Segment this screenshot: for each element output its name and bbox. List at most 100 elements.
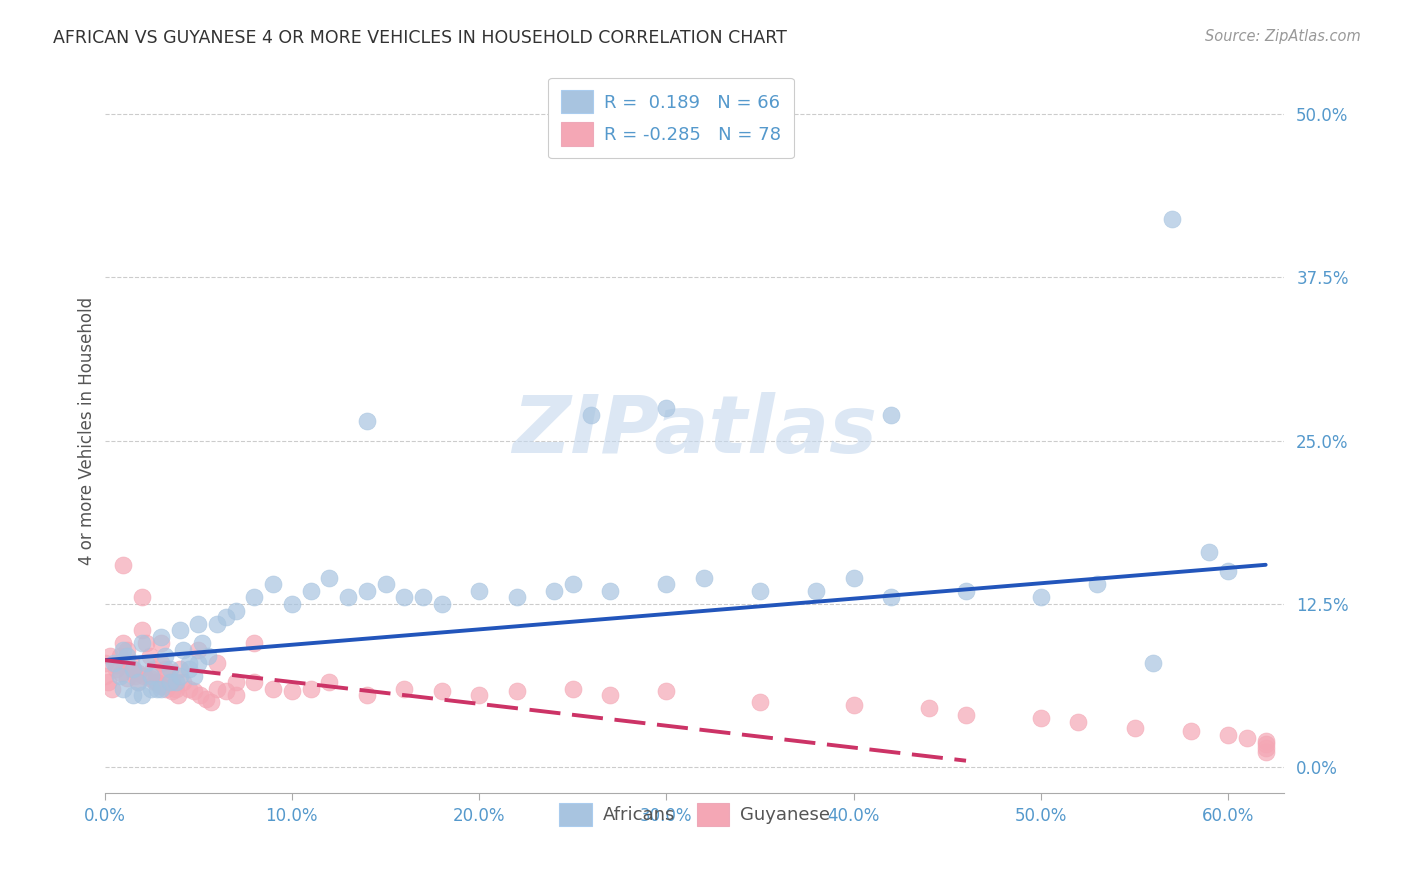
Point: [655, 684, 678, 698]
Point: [149, 656, 172, 670]
Point: [1067, 714, 1090, 729]
Point: [172, 642, 194, 657]
Point: [205, 616, 228, 631]
Point: [121, 662, 143, 676]
Point: [146, 675, 169, 690]
Point: [172, 675, 194, 690]
Point: [505, 591, 527, 605]
Point: [281, 684, 304, 698]
Point: [749, 583, 772, 598]
Point: [149, 630, 172, 644]
Point: [318, 675, 340, 690]
Point: [842, 571, 865, 585]
Point: [108, 669, 131, 683]
Point: [187, 656, 209, 670]
Point: [108, 649, 131, 664]
Point: [98, 649, 121, 664]
Point: [191, 636, 214, 650]
Point: [599, 689, 621, 703]
Point: [93, 669, 115, 683]
Point: [177, 656, 200, 670]
Point: [165, 681, 187, 696]
Point: [599, 583, 621, 598]
Point: [169, 669, 191, 683]
Point: [430, 597, 453, 611]
Point: [143, 675, 166, 690]
Point: [121, 662, 143, 676]
Point: [135, 636, 157, 650]
Point: [110, 666, 132, 681]
Point: [127, 675, 149, 690]
Point: [655, 577, 678, 591]
Point: [141, 681, 163, 696]
Point: [243, 636, 266, 650]
Point: [1085, 577, 1108, 591]
Point: [1198, 545, 1220, 559]
Point: [194, 692, 217, 706]
Point: [112, 642, 135, 657]
Point: [183, 669, 205, 683]
Point: [215, 610, 238, 624]
Point: [160, 684, 183, 698]
Text: ZIPatlas: ZIPatlas: [512, 392, 877, 470]
Point: [138, 649, 160, 664]
Point: [127, 675, 149, 690]
Point: [146, 681, 169, 696]
Point: [177, 662, 200, 676]
Point: [225, 603, 247, 617]
Point: [430, 684, 453, 698]
Point: [1142, 656, 1164, 670]
Point: [1218, 728, 1240, 742]
Point: [955, 583, 977, 598]
Point: [356, 583, 378, 598]
Point: [132, 669, 155, 683]
Point: [103, 656, 125, 670]
Point: [159, 662, 181, 676]
Point: [955, 708, 977, 723]
Point: [262, 577, 284, 591]
Point: [337, 591, 360, 605]
Point: [299, 583, 322, 598]
Point: [205, 656, 228, 670]
Point: [1029, 591, 1052, 605]
Point: [160, 675, 183, 690]
Point: [225, 675, 247, 690]
Text: AFRICAN VS GUYANESE 4 OR MORE VEHICLES IN HOUSEHOLD CORRELATION CHART: AFRICAN VS GUYANESE 4 OR MORE VEHICLES I…: [53, 29, 787, 46]
Point: [356, 414, 378, 428]
Point: [1254, 745, 1277, 759]
Point: [131, 689, 153, 703]
Point: [693, 571, 716, 585]
Point: [561, 681, 583, 696]
Point: [1218, 565, 1240, 579]
Point: [412, 591, 434, 605]
Point: [200, 695, 222, 709]
Point: [318, 571, 340, 585]
Point: [159, 675, 181, 690]
Point: [1254, 740, 1277, 755]
Point: [183, 684, 205, 698]
Legend: Africans, Guyanese: Africans, Guyanese: [550, 794, 839, 835]
Point: [104, 662, 127, 676]
Point: [138, 672, 160, 686]
Point: [153, 649, 176, 664]
Point: [394, 681, 416, 696]
Point: [1254, 737, 1277, 751]
Point: [356, 689, 378, 703]
Point: [157, 669, 180, 683]
Point: [468, 583, 491, 598]
Y-axis label: 4 or more Vehicles in Household: 4 or more Vehicles in Household: [79, 297, 96, 565]
Point: [225, 689, 247, 703]
Point: [1236, 731, 1258, 746]
Point: [121, 689, 143, 703]
Point: [153, 662, 176, 676]
Point: [169, 662, 191, 676]
Point: [177, 681, 200, 696]
Point: [581, 408, 603, 422]
Point: [655, 401, 678, 415]
Point: [142, 662, 165, 676]
Point: [166, 689, 188, 703]
Point: [112, 681, 135, 696]
Point: [561, 577, 583, 591]
Point: [197, 649, 219, 664]
Point: [135, 656, 157, 670]
